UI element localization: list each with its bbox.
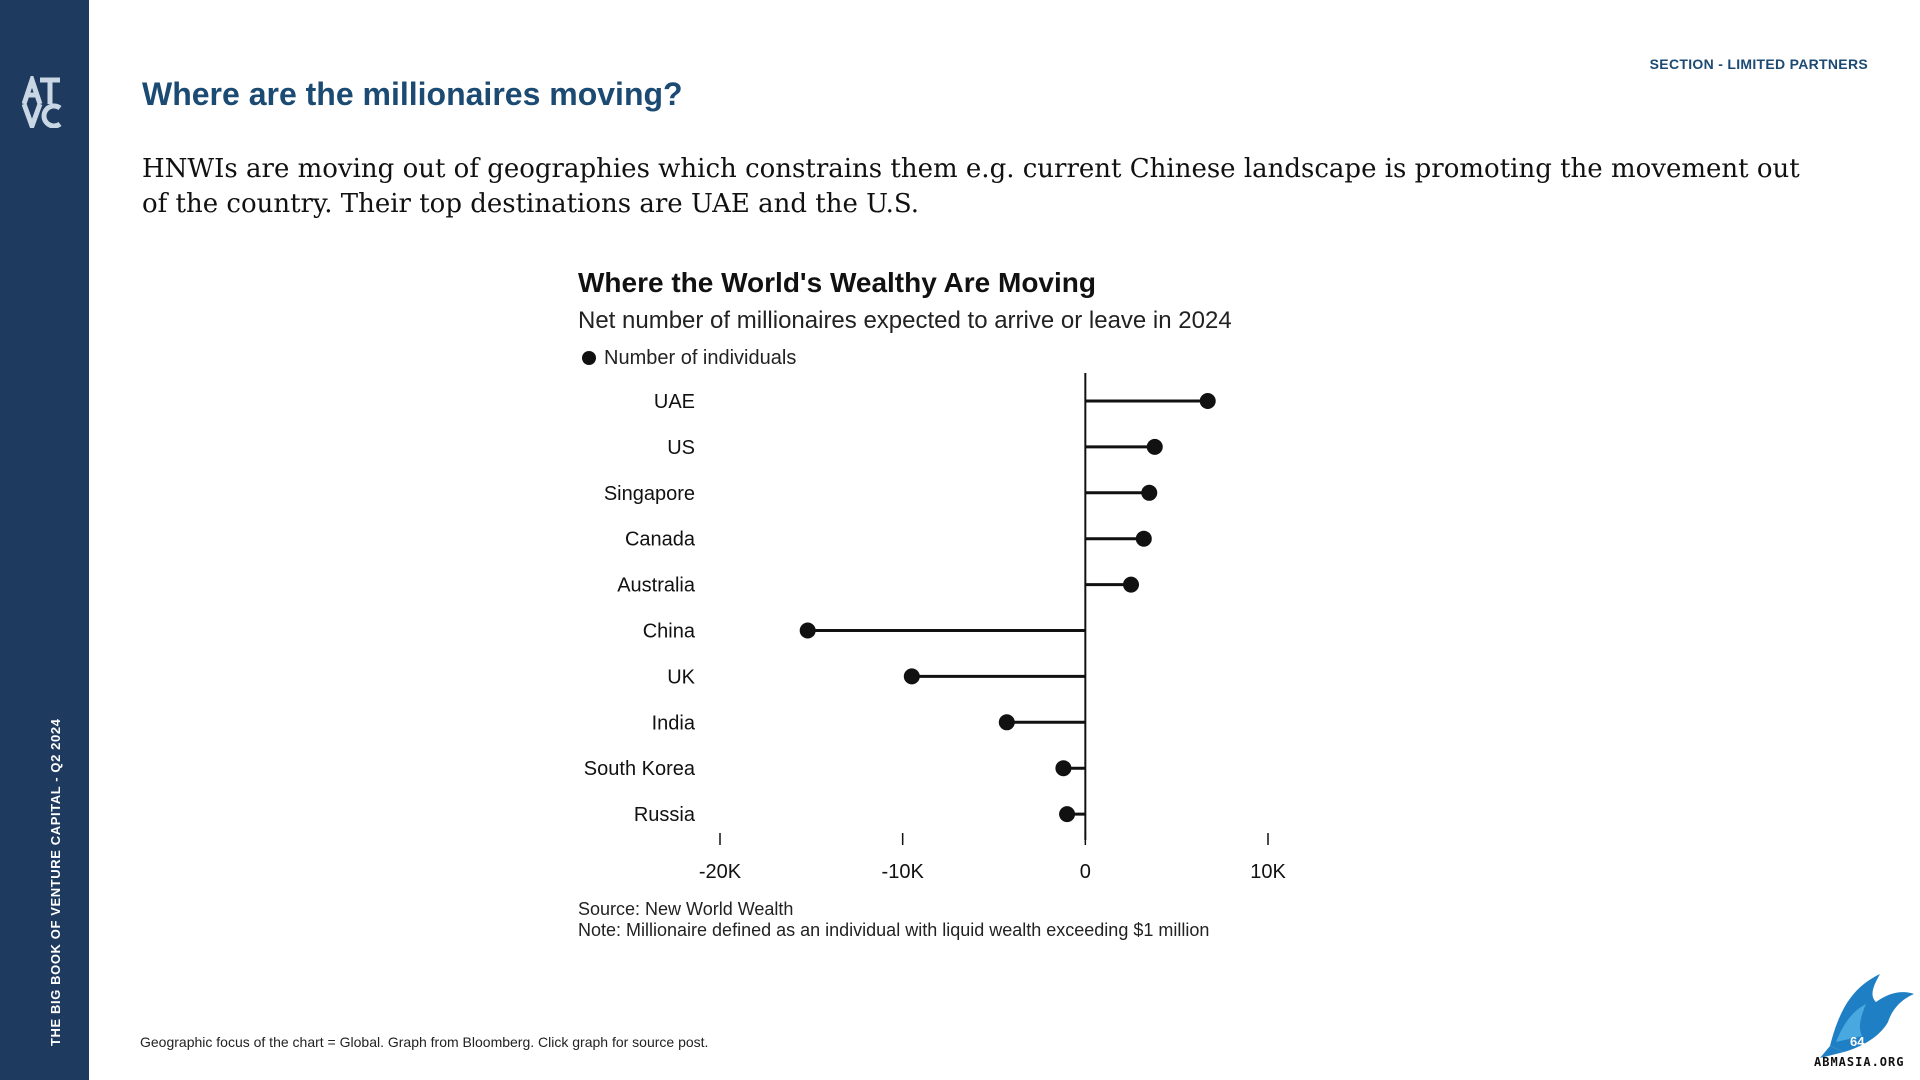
chart-graph[interactable]: Where the World's Wealthy Are Moving Net… [560,255,1460,955]
chart-legend: Number of individuals [582,347,796,370]
category-label: Russia [634,804,696,826]
sidebar: THE BIG BOOK OF VENTURE CAPITAL - Q2 202… [0,0,89,1080]
data-point [1135,530,1152,547]
x-tick-label: -10K [882,861,925,883]
legend-label: Number of individuals [604,347,797,369]
chart-note: Note: Millionaire defined as an individu… [578,920,1210,940]
x-tick-label: 0 [1080,861,1091,883]
intro-text: HNWIs are moving out of geographies whic… [142,154,1800,219]
legend-dot-icon [582,351,596,365]
x-tick-label: -20K [699,861,742,883]
data-point [799,622,816,639]
data-point [1146,438,1163,455]
category-label: UK [667,666,695,688]
category-label: India [652,712,696,734]
data-point [1141,484,1158,501]
chart-title: Where the World's Wealthy Are Moving [578,267,1096,298]
data-point [1059,806,1076,823]
data-point [998,714,1015,731]
chart-source: Source: New World Wealth [578,899,794,919]
category-label: UAE [654,391,695,413]
category-label: US [667,437,695,459]
data-point [1199,393,1216,409]
corner-logo-text: ABMASIA.ORG [1814,1055,1905,1069]
eagle-logo-icon [1820,974,1914,1058]
chart-source-note: Source: New World Wealth Note: Millionai… [578,899,1209,941]
data-point [903,668,920,685]
data-point [1055,760,1072,777]
lollipop-chart: UAE US Singapore Canada Australia China UK Indi… [584,373,1286,883]
footer-note: Geographic focus of the chart = Global. … [140,1034,709,1050]
page-title: Where are the millionaires moving? [142,76,683,112]
x-tick-label: 10K [1250,861,1286,883]
page-number: 64 [1850,1034,1865,1049]
category-label: Canada [625,529,696,551]
atvc-logo-icon [22,76,62,128]
category-label: South Korea [584,758,696,780]
category-label: Singapore [604,483,695,505]
data-point [1123,576,1139,593]
category-label: Australia [617,575,696,597]
category-label: China [643,621,696,643]
section-label: SECTION - LIMITED PARTNERS [1649,56,1868,72]
sidebar-book-title: THE BIG BOOK OF VENTURE CAPITAL - Q2 202… [48,718,63,1047]
chart-subtitle: Net number of millionaires expected to a… [578,307,1232,334]
